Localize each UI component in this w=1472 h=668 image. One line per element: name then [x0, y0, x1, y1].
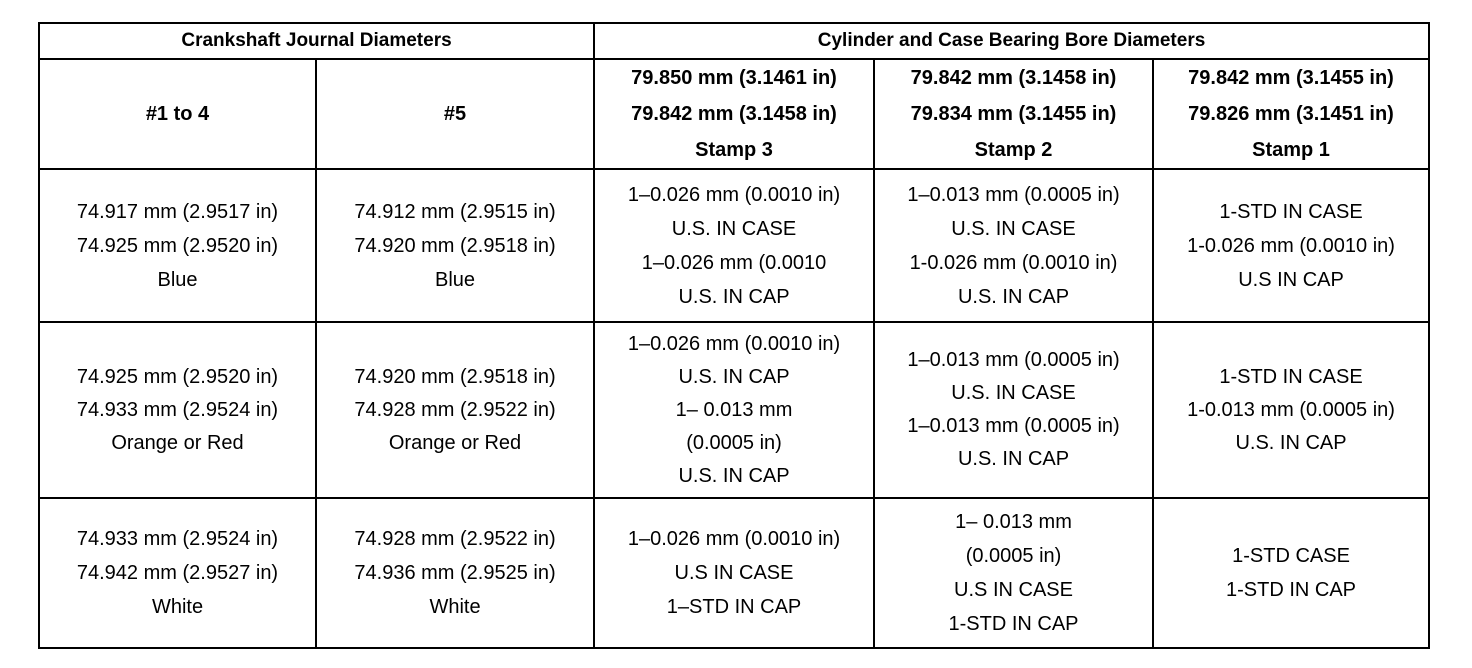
cell-line: 1-STD IN CAP	[1226, 579, 1357, 601]
cell-line: U.S. IN CAP	[957, 448, 1070, 470]
cell-line: U.S. IN CASE	[671, 217, 797, 240]
cell-line: 74.928 mm (2.9522 in)	[354, 398, 556, 421]
table-row: 74.925 mm (2.9520 in) 74.933 mm (2.9524 i…	[38, 321, 1431, 499]
table-cell: 74.928 mm (2.9522 in) 74.936 mm (2.9525 i…	[314, 497, 596, 649]
cell-line: #5	[443, 103, 467, 125]
cell-line: 1-STD IN CASE	[1219, 365, 1363, 388]
cell-line: 1–0.013 mm (0.0005 in)	[907, 183, 1120, 206]
table-body: Crankshaft Journal Diameters Cylinder and…	[37, 22, 1431, 649]
bearing-table: Crankshaft Journal Diameters Cylinder and…	[37, 22, 1431, 649]
cell-line: 79.842 mm (3.1458 in)	[631, 103, 837, 125]
table-cell: 1-STD IN CASE 1-0.026 mm (0.0010 in) U.S I…	[1152, 168, 1431, 323]
column-header-row: #1 to 4 #5 79.850 mm (3.1461 in) 79.842 mm …	[38, 58, 1431, 170]
cell-line: Stamp 1	[1252, 139, 1330, 161]
cell-line: White	[429, 596, 481, 618]
table-cell: 74.917 mm (2.9517 in) 74.925 mm (2.9520 i…	[38, 168, 317, 323]
table-cell: 1–0.026 mm (0.0010 in) U.S IN CASE 1–STD I…	[593, 497, 876, 649]
table-row: 74.917 mm (2.9517 in) 74.925 mm (2.9520 i…	[38, 168, 1431, 323]
cell-line: Blue	[434, 268, 476, 291]
table-cell: 74.920 mm (2.9518 in) 74.928 mm (2.9522 i…	[314, 321, 596, 499]
column-header: 79.842 mm (3.1455 in) 79.826 mm (3.1451 i…	[1152, 58, 1431, 170]
table-cell: 1-STD IN CASE 1-0.013 mm (0.0005 in) U.S. …	[1152, 321, 1431, 499]
cell-line: 74.920 mm (2.9518 in)	[354, 365, 556, 388]
cell-line: 1–0.013 mm (0.0005 in)	[907, 349, 1120, 371]
cell-line: U.S. IN CAP	[678, 464, 790, 487]
table-cell: 1–0.026 mm (0.0010 in) U.S. IN CAP 1– 0.01…	[593, 321, 876, 499]
cell-line: 79.842 mm (3.1458 in)	[910, 67, 1117, 89]
cell-line: (0.0005 in)	[686, 431, 782, 454]
cell-line: 1–0.026 mm (0.0010 in)	[627, 332, 841, 355]
cell-line: 1-0.026 mm (0.0010 in)	[909, 251, 1118, 274]
cell-line: Stamp 3	[695, 139, 773, 161]
cell-line: 1– 0.013 mm	[955, 511, 1072, 533]
cell-line: Orange or Red	[388, 431, 522, 454]
cell-line: 74.925 mm (2.9520 in)	[76, 365, 279, 388]
cell-line: 79.826 mm (3.1451 in)	[1188, 103, 1394, 125]
cell-line: 74.917 mm (2.9517 in)	[76, 200, 279, 223]
cell-line: (0.0005 in)	[965, 545, 1062, 567]
cell-line: 1–0.026 mm (0.0010 in)	[627, 528, 841, 550]
column-header: #1 to 4	[38, 58, 317, 170]
cell-line: U.S. IN CAP	[678, 285, 790, 308]
group-header: Crankshaft Journal Diameters	[37, 22, 596, 60]
cell-line: 1-0.013 mm (0.0005 in)	[1187, 398, 1395, 421]
table-cell: 74.925 mm (2.9520 in) 74.933 mm (2.9524 i…	[38, 321, 317, 499]
cell-line: 1– 0.013 mm	[675, 398, 793, 421]
cell-line: 79.850 mm (3.1461 in)	[631, 67, 837, 89]
cell-line: 79.834 mm (3.1455 in)	[910, 103, 1117, 125]
cell-line: 74.933 mm (2.9524 in)	[76, 528, 279, 550]
column-header: 79.850 mm (3.1461 in) 79.842 mm (3.1458 i…	[593, 58, 876, 170]
cell-line: U.S. IN CASE	[951, 382, 1076, 404]
table-cell: 1-STD CASE 1-STD IN CAP	[1152, 497, 1431, 649]
table-cell: 1– 0.013 mm (0.0005 in) U.S IN CASE 1-STD I…	[873, 497, 1155, 649]
cell-line: U.S. IN CAP	[957, 285, 1070, 308]
cell-line: U.S IN CASE	[674, 562, 794, 584]
cell-line: U.S IN CASE	[954, 579, 1073, 601]
cell-line: 1-STD IN CASE	[1219, 200, 1363, 223]
table-cell: 74.933 mm (2.9524 in) 74.942 mm (2.9527 i…	[38, 497, 317, 649]
cell-line: 74.920 mm (2.9518 in)	[354, 234, 556, 257]
group-header-row: Crankshaft Journal Diameters Cylinder and…	[37, 22, 1431, 60]
cell-line: 1-STD CASE	[1232, 545, 1350, 567]
table-row: 74.933 mm (2.9524 in) 74.942 mm (2.9527 i…	[38, 497, 1431, 649]
cell-line: U.S. IN CASE	[951, 217, 1076, 240]
cell-line: White	[151, 596, 204, 618]
cell-line: 74.936 mm (2.9525 in)	[354, 562, 556, 584]
cell-line: 79.842 mm (3.1455 in)	[1188, 67, 1394, 89]
cell-line: U.S IN CAP	[1238, 268, 1344, 291]
cell-line: Stamp 2	[974, 139, 1053, 161]
cell-line: 1–0.013 mm (0.0005 in)	[907, 415, 1120, 437]
cell-line: Blue	[157, 268, 198, 291]
cell-line: U.S. IN CAP	[1235, 431, 1347, 454]
table-cell: 74.912 mm (2.9515 in) 74.920 mm (2.9518 i…	[314, 168, 596, 323]
cell-line: 1-0.026 mm (0.0010 in)	[1187, 234, 1395, 257]
cell-line: 1–STD IN CAP	[666, 596, 802, 618]
cell-line: 1–0.026 mm (0.0010 in)	[627, 183, 841, 206]
cell-line: U.S. IN CAP	[678, 365, 790, 388]
cell-line: 1–0.026 mm (0.0010	[641, 251, 827, 274]
column-header: 79.842 mm (3.1458 in) 79.834 mm (3.1455 i…	[873, 58, 1155, 170]
table-cell: 1–0.013 mm (0.0005 in) U.S. IN CASE 1–0.01…	[873, 321, 1155, 499]
table-cell: 1–0.013 mm (0.0005 in) U.S. IN CASE 1-0.02…	[873, 168, 1155, 323]
table-cell: 1–0.026 mm (0.0010 in) U.S. IN CASE 1–0.02…	[593, 168, 876, 323]
cell-line: 74.942 mm (2.9527 in)	[76, 562, 279, 584]
group-header: Cylinder and Case Bearing Bore Diameters	[593, 22, 1431, 60]
cell-line: 74.925 mm (2.9520 in)	[76, 234, 279, 257]
cell-line: 1-STD IN CAP	[948, 613, 1079, 635]
cell-line: Orange or Red	[111, 431, 244, 454]
cell-line: #1 to 4	[145, 103, 210, 125]
column-header: #5	[314, 58, 596, 170]
cell-line: 74.912 mm (2.9515 in)	[354, 200, 556, 223]
cell-line: 74.928 mm (2.9522 in)	[354, 528, 556, 550]
cell-line: 74.933 mm (2.9524 in)	[76, 398, 279, 421]
